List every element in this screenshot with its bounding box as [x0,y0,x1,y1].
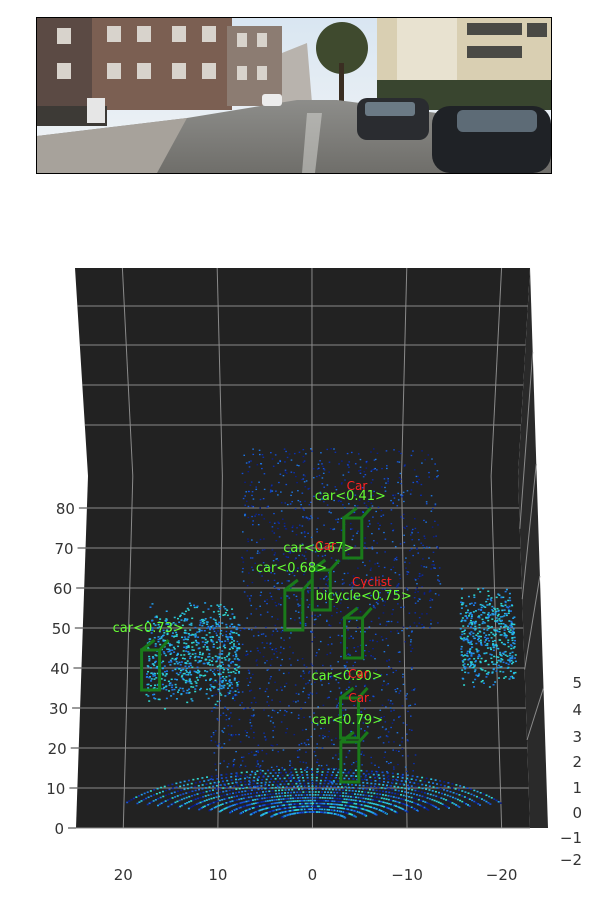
detection-label: car<0.73> [113,621,184,636]
y-tick-label: 10 [46,780,65,798]
y-tick-label: 50 [52,620,71,638]
y-tick-label: 60 [53,580,72,598]
z-tick-label: 2 [572,753,582,771]
detection-label: car<0.41> [315,489,386,504]
y-tick-label: 0 [54,820,64,838]
y-tick-label: 40 [50,660,69,678]
detection-label: car<0.90> [312,669,383,684]
y-tick-label: 30 [49,700,68,718]
z-tick-label: −1 [560,829,582,847]
floor-pane [76,476,530,828]
detection-box [310,558,341,612]
back-pane [75,268,530,476]
detection-box [343,606,373,660]
y-tick-label: 80 [56,500,75,518]
ground-truth-label: Car [315,539,336,553]
ground-truth-label: Car [347,479,368,493]
y-tick-label: 20 [48,740,67,758]
detection-label: car<0.67> [283,541,354,556]
detection-label: bicycle<0.75> [316,589,412,604]
x-tick-label: 0 [308,866,318,884]
z-tick-label: 5 [572,674,582,692]
detection-box [339,686,369,740]
z-tick-label: 1 [572,779,582,797]
x-tick-label: −20 [486,866,518,884]
detection-box [140,638,170,692]
z-tick-label: −2 [560,851,582,869]
x-tick-label: −10 [391,866,423,884]
detection-box [283,578,313,632]
z-tick-label: 3 [572,728,582,746]
right-pane [518,268,548,828]
y-tick-label: 70 [54,540,73,558]
detection-label: car<0.68> [256,561,327,576]
detection-box [342,506,372,560]
ground-truth-label: Car [348,667,369,681]
x-tick-label: 10 [208,866,227,884]
detection-boxes: car<0.41> car<0.67> car<0.68> bicycle<0.75>… [113,479,412,784]
x-tick-label: 20 [114,866,133,884]
ground-truth-label: Cyclist [352,575,392,589]
detection-label: car<0.79> [312,713,383,728]
lidar-points [126,448,517,819]
z-tick-label: 0 [572,804,582,822]
ground-truth-label: Car [348,691,369,705]
street-scene-photo [37,18,551,173]
z-tick-label: 4 [572,701,582,719]
detection-box [339,730,369,784]
camera-image [36,17,552,174]
